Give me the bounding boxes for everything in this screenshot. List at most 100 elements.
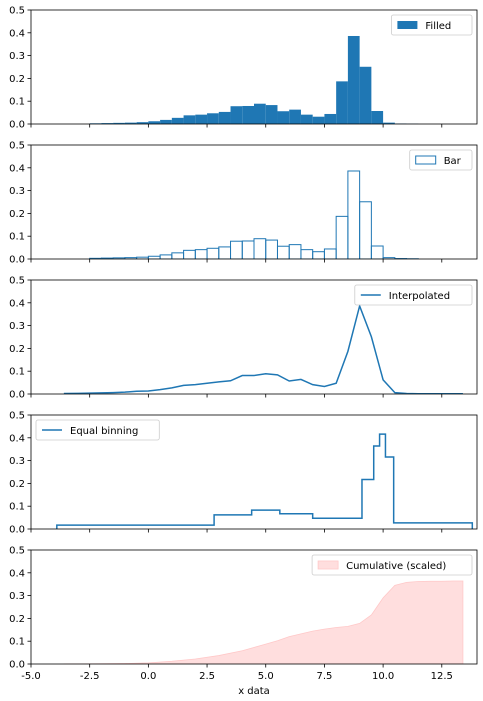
legend-swatch — [397, 21, 418, 29]
y-tick-label: 0.4 — [9, 568, 25, 579]
legend-label: Equal binning — [70, 426, 138, 437]
y-tick-label: 0.4 — [9, 163, 25, 174]
legend-box — [311, 554, 473, 576]
y-tick-label: 0.5 — [9, 141, 25, 152]
bar — [347, 35, 360, 124]
bar — [171, 117, 184, 124]
y-tick-label: 0.1 — [9, 232, 25, 243]
y-tick-label: 0.3 — [9, 456, 25, 467]
bar — [370, 245, 384, 259]
y-tick-label: 0.2 — [9, 74, 25, 85]
y-tick-label: 0.2 — [9, 209, 25, 220]
bar — [206, 247, 220, 259]
bar — [101, 123, 114, 124]
bar — [277, 111, 290, 124]
y-tick-label: 0.3 — [9, 321, 25, 332]
bar — [230, 240, 243, 259]
y-tick-label: 0.3 — [9, 186, 25, 197]
bar — [300, 114, 313, 124]
bar — [347, 170, 361, 259]
x-tick-label: -2.5 — [80, 671, 100, 682]
x-axis-title: x data — [238, 686, 270, 697]
bar — [171, 252, 185, 259]
y-tick-label: 0.5 — [9, 276, 25, 287]
y-tick-label: 0.0 — [9, 660, 25, 671]
plot-area — [89, 170, 419, 259]
legend: Bar — [409, 149, 473, 171]
bar — [312, 116, 325, 124]
bar — [113, 122, 125, 124]
bar — [160, 119, 172, 124]
bar — [254, 103, 266, 124]
bar — [371, 111, 384, 124]
bar — [207, 113, 219, 124]
bar — [253, 238, 267, 259]
y-tick-label: 0.1 — [9, 502, 25, 513]
legend-label: Interpolated — [389, 291, 450, 302]
chart-panel-2: 0.0 0.1 0.2 0.3 0.4 0.5 Bar — [9, 141, 478, 266]
bar — [265, 239, 278, 259]
legend-label: Bar — [444, 156, 462, 167]
y-tick-label: 0.2 — [9, 479, 25, 490]
bar — [324, 113, 337, 124]
axes-frame — [30, 144, 478, 260]
legend-box — [409, 149, 473, 171]
bar — [335, 215, 349, 259]
bar — [195, 114, 208, 124]
y-tick-label: 0.0 — [9, 525, 25, 536]
bar — [242, 105, 254, 124]
y-tick-label: 0.5 — [9, 411, 25, 422]
y-tick-label: 0.4 — [9, 298, 25, 309]
chart-panel-4: 0.0 0.1 0.2 0.3 0.4 0.5 Equal binning — [9, 411, 478, 536]
legend: Cumulative (scaled) — [311, 554, 473, 576]
bar — [359, 201, 372, 259]
bar — [359, 66, 372, 124]
legend-label: Cumulative (scaled) — [346, 561, 446, 572]
plot-area — [56, 433, 474, 529]
y-tick-label: 0.5 — [9, 6, 25, 17]
plot-area — [89, 35, 419, 124]
bar — [289, 109, 301, 124]
legend-box — [354, 284, 473, 306]
bar — [276, 245, 290, 259]
bar — [383, 122, 395, 124]
axes-frame — [30, 279, 478, 395]
x-tick-label: -5.0 — [21, 671, 41, 682]
x-tick-label: 0.0 — [140, 671, 156, 682]
y-tick-label: 0.1 — [9, 637, 25, 648]
axes-frame — [30, 549, 478, 665]
y-tick-label: 0.1 — [9, 97, 25, 108]
bar — [336, 81, 348, 124]
series-line — [63, 303, 463, 394]
bar — [288, 244, 302, 259]
bar — [183, 115, 196, 124]
plot-area — [63, 580, 464, 664]
x-tick-label: 2.5 — [199, 671, 215, 682]
y-tick-label: 0.2 — [9, 344, 25, 355]
y-tick-label: 0.5 — [9, 546, 25, 557]
legend: Filled — [390, 14, 473, 36]
legend-swatch — [317, 560, 339, 570]
y-tick-label: 0.3 — [9, 51, 25, 62]
y-tick-label: 0.0 — [9, 255, 25, 266]
x-tick-label: 7.5 — [316, 671, 332, 682]
y-tick-label: 0.0 — [9, 120, 25, 131]
axes-frame — [30, 414, 478, 530]
y-tick-label: 0.3 — [9, 591, 25, 602]
bar — [194, 249, 208, 259]
series-line — [56, 433, 474, 529]
bar — [183, 249, 196, 259]
series-area — [63, 580, 464, 664]
y-tick-label: 0.1 — [9, 367, 25, 378]
bar — [147, 255, 161, 259]
y-tick-label: 0.2 — [9, 614, 25, 625]
legend: Interpolated — [354, 284, 473, 306]
bar — [124, 122, 137, 124]
bar — [300, 249, 314, 259]
plot-area — [63, 303, 463, 394]
bar — [218, 111, 231, 124]
bar — [148, 121, 161, 124]
chart-panel-1: 0.0 0.1 0.2 0.3 0.4 0.5 Filled — [9, 6, 478, 131]
bar — [218, 246, 232, 259]
